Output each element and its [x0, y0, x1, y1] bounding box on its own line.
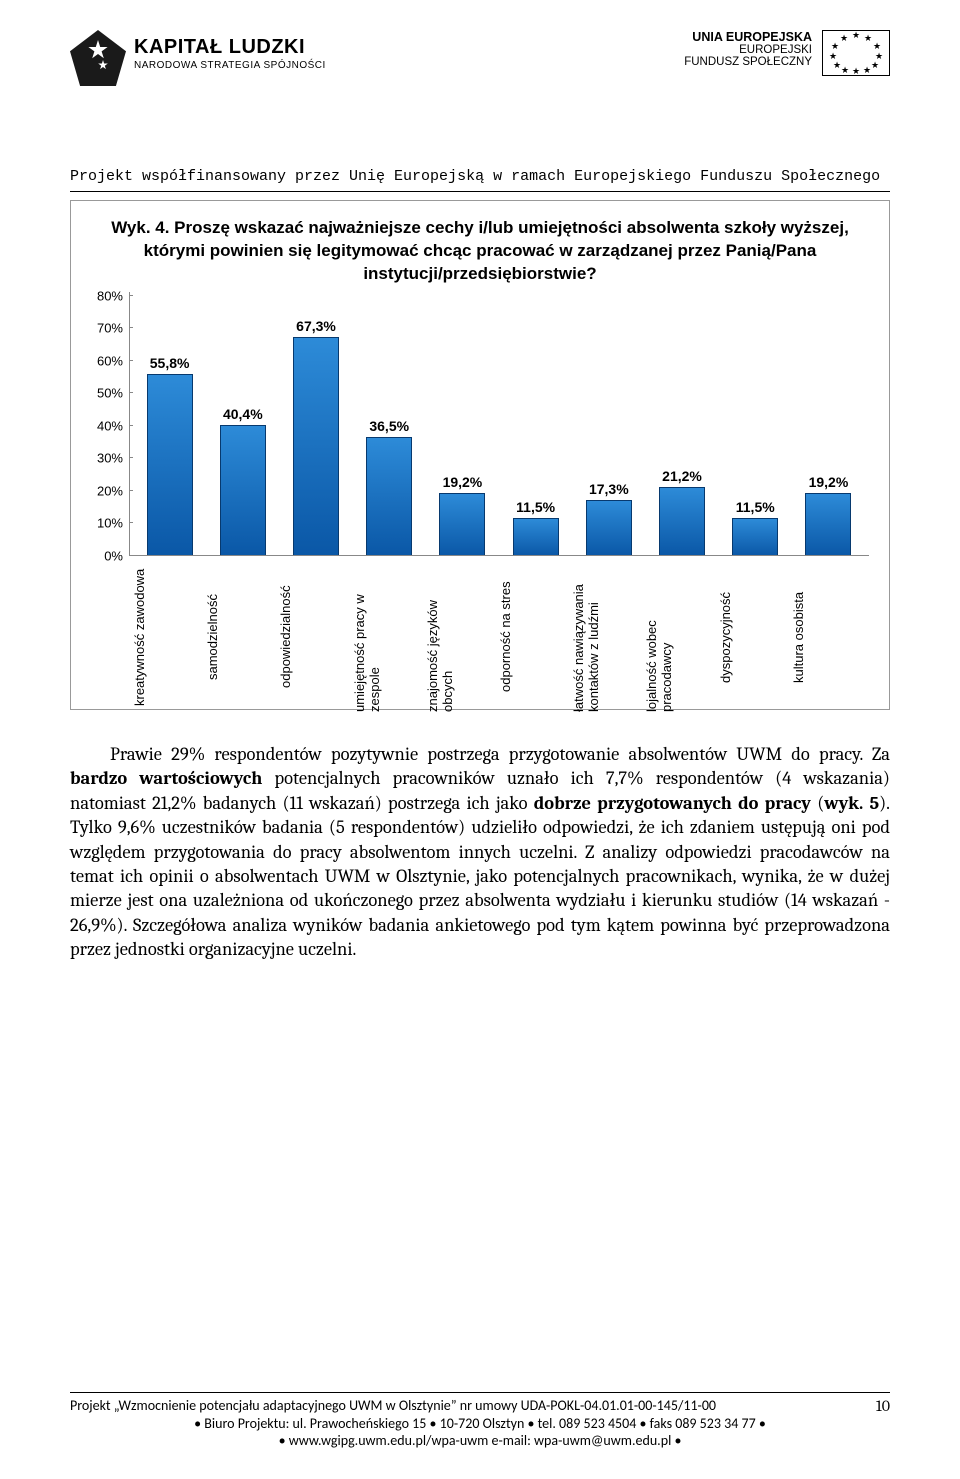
category-label: umiejętność pracy w zespole: [353, 562, 426, 712]
cofinancing-note: Projekt współfinansowany przez Unię Euro…: [70, 168, 890, 185]
category-label: łatwość nawiązywania kontaktów z ludźmi: [572, 562, 645, 712]
category-label: dyspozycyjność: [719, 562, 792, 712]
page-header: KAPITAŁ LUDZKI NARODOWA STRATEGIA SPÓJNO…: [70, 30, 890, 140]
bar-value-label: 17,3%: [589, 481, 629, 497]
category-label: odpowiedzialność: [279, 562, 352, 712]
category-label: znajomość języków obcych: [426, 562, 499, 712]
page-footer: Projekt „Wzmocnienie potencjału adaptacy…: [70, 1392, 890, 1449]
bar-rect: [366, 437, 412, 556]
eu-line1: UNIA EUROPEJSKA: [684, 30, 812, 44]
bar-value-label: 55,8%: [150, 355, 190, 371]
chart-title: Wyk. 4. Proszę wskazać najważniejsze cec…: [85, 211, 875, 296]
y-tick-label: 30%: [97, 451, 123, 466]
bar-value-label: 67,3%: [296, 318, 336, 334]
eu-line2: EUROPEJSKI: [684, 44, 812, 56]
bar: 55,8%: [133, 355, 206, 555]
eu-line3: FUNDUSZ SPOŁECZNY: [684, 56, 812, 68]
bar: 40,4%: [206, 406, 279, 556]
bar: 21,2%: [645, 468, 718, 556]
bar-value-label: 19,2%: [443, 474, 483, 490]
bar-rect: [220, 425, 266, 556]
bar-value-label: 21,2%: [662, 468, 702, 484]
bar-rect: [659, 487, 705, 556]
footer-rule: [70, 1392, 890, 1393]
category-label: samodzielność: [206, 562, 279, 712]
bar-value-label: 40,4%: [223, 406, 263, 422]
bar-rect: [732, 518, 778, 555]
footer-web-line: • www.wgipg.uwm.edu.pl/wpa-uwm e-mail: w…: [70, 1432, 890, 1449]
kapital-ludzki-icon: [70, 30, 126, 86]
bar-value-label: 19,2%: [809, 474, 849, 490]
bar-rect: [586, 500, 632, 556]
bar-value-label: 11,5%: [736, 499, 775, 515]
category-label: kreatywność zawodowa: [133, 562, 206, 712]
bar-rect: [439, 493, 485, 555]
bar-rect: [293, 337, 339, 556]
eu-flag-icon: ★ ★ ★ ★ ★ ★ ★ ★ ★ ★ ★ ★: [822, 30, 890, 76]
category-label: odporność na stres: [499, 562, 572, 712]
body-paragraph: Prawie 29% respondentów pozytywnie postr…: [70, 742, 890, 962]
bar: 17,3%: [572, 481, 645, 556]
bar: 11,5%: [719, 499, 792, 555]
bar-rect: [513, 518, 559, 555]
chart-y-axis: 0%10%20%30%40%50%60%70%80%: [85, 296, 129, 556]
y-tick-label: 70%: [97, 321, 123, 336]
bar: 11,5%: [499, 499, 572, 555]
bar-rect: [805, 493, 851, 555]
footer-contact-line: • Biuro Projektu: ul. Prawocheńskiego 15…: [70, 1415, 890, 1432]
y-tick-label: 50%: [97, 386, 123, 401]
header-rule: [70, 191, 890, 192]
y-tick-label: 80%: [97, 288, 123, 303]
y-tick-label: 40%: [97, 418, 123, 433]
bar-rect: [147, 374, 193, 555]
category-label: kultura osobista: [792, 562, 865, 712]
bar: 19,2%: [792, 474, 865, 555]
logo-eu: UNIA EUROPEJSKA EUROPEJSKI FUNDUSZ SPOŁE…: [684, 30, 890, 76]
y-tick-label: 60%: [97, 353, 123, 368]
y-tick-label: 20%: [97, 483, 123, 498]
category-label: lojalność wobec pracodawcy: [645, 562, 718, 712]
footer-project-line: Projekt „Wzmocnienie potencjału adaptacy…: [70, 1397, 716, 1415]
bar: 19,2%: [426, 474, 499, 555]
logo-kapital-ludzki: KAPITAŁ LUDZKI NARODOWA STRATEGIA SPÓJNO…: [70, 30, 326, 86]
bar: 36,5%: [353, 418, 426, 556]
bar-value-label: 36,5%: [369, 418, 409, 434]
chart-category-labels: kreatywność zawodowasamodzielnośćodpowie…: [129, 562, 869, 712]
chart-bars: 55,8% 40,4% 67,3% 36,5% 19,2% 11,5% 17,3% 21,2%…: [129, 296, 869, 556]
y-tick-label: 0%: [104, 548, 123, 563]
chart-wyk4: Wyk. 4. Proszę wskazać najważniejsze cec…: [70, 200, 890, 710]
logo-left-subtitle: NARODOWA STRATEGIA SPÓJNOŚCI: [134, 60, 326, 71]
chart-plot-area: 0%10%20%30%40%50%60%70%80% 55,8%40,4%67,…: [129, 296, 869, 556]
bar: 67,3%: [279, 318, 352, 556]
logo-left-title: KAPITAŁ LUDZKI: [134, 36, 326, 59]
page-number: 10: [868, 1397, 890, 1415]
y-tick-label: 10%: [97, 516, 123, 531]
bar-value-label: 11,5%: [516, 499, 555, 515]
